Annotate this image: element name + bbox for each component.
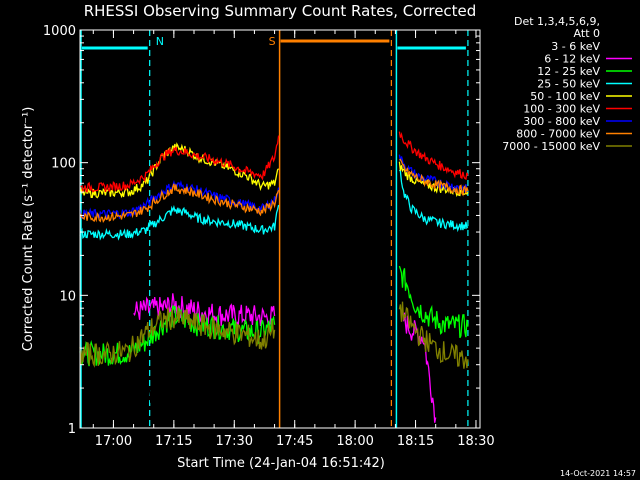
timestamp: 14-Oct-2021 14:57 <box>560 469 636 478</box>
legend-header-line-1: Det 1,3,4,5,6,9, <box>514 15 600 28</box>
legend-label: 100 - 300 keV <box>523 103 600 116</box>
legend-label: 25 - 50 keV <box>537 78 600 91</box>
legend-label: 12 - 25 keV <box>537 65 600 78</box>
series-line-3 <box>79 204 280 241</box>
series-line-7 <box>79 183 280 223</box>
series-line-3 <box>398 169 469 233</box>
x-axis-label: Start Time (24-Jan-04 16:51:42) <box>177 456 385 471</box>
series-line-0 <box>402 381 425 426</box>
series-line-8 <box>79 306 276 368</box>
series-line-6 <box>79 179 280 220</box>
legend-header-line-2: Att 0 <box>574 27 600 40</box>
series-line-8 <box>398 301 469 369</box>
x-tick-label: 18:15 <box>397 434 434 449</box>
legend-label: 6 - 12 keV <box>544 53 600 66</box>
y-axis: 1 10 100 1000 <box>43 24 480 437</box>
series-lines <box>79 131 469 426</box>
series-line-2 <box>79 305 276 367</box>
series-line-7 <box>399 158 469 197</box>
legend-label: 3 - 6 keV <box>551 40 600 53</box>
y-axis-label: Corrected Count Rate (s⁻¹ detector⁻¹) <box>21 107 36 352</box>
chart-title: RHESSI Observing Summary Count Rates, Co… <box>84 2 477 20</box>
x-tick-label: 18:00 <box>336 434 373 449</box>
series-line-5 <box>398 131 469 181</box>
legend-label: 300 - 800 keV <box>523 115 600 128</box>
series-line-5 <box>79 135 280 194</box>
series-line-6 <box>398 154 469 193</box>
plot-frame <box>79 29 481 429</box>
x-tick-label: 17:30 <box>216 434 253 449</box>
y-tick-label: 10 <box>59 289 76 304</box>
x-tick-label: 17:00 <box>95 434 132 449</box>
series-line-2 <box>398 265 469 339</box>
x-tick-label: 17:15 <box>155 434 192 449</box>
series-line-1 <box>402 312 437 423</box>
series-line-4 <box>79 142 280 199</box>
y-tick-label: 1000 <box>43 24 76 39</box>
legend-label: 800 - 7000 keV <box>516 128 600 141</box>
x-tick-label: 18:30 <box>457 434 494 449</box>
span-label: N <box>156 35 164 48</box>
legend-label: 50 - 100 keV <box>530 90 600 103</box>
span-label: S <box>269 35 276 48</box>
x-tick-label: 17:45 <box>276 434 313 449</box>
y-tick-label: 1 <box>68 422 76 437</box>
series-line-4 <box>398 161 469 198</box>
y-tick-label: 100 <box>51 157 76 172</box>
legend-label: 7000 - 15000 keV <box>502 140 600 153</box>
series-line-0 <box>136 363 276 420</box>
x-axis: 17:00 17:15 17:30 17:45 18:00 18:15 18:30 <box>92 30 495 449</box>
